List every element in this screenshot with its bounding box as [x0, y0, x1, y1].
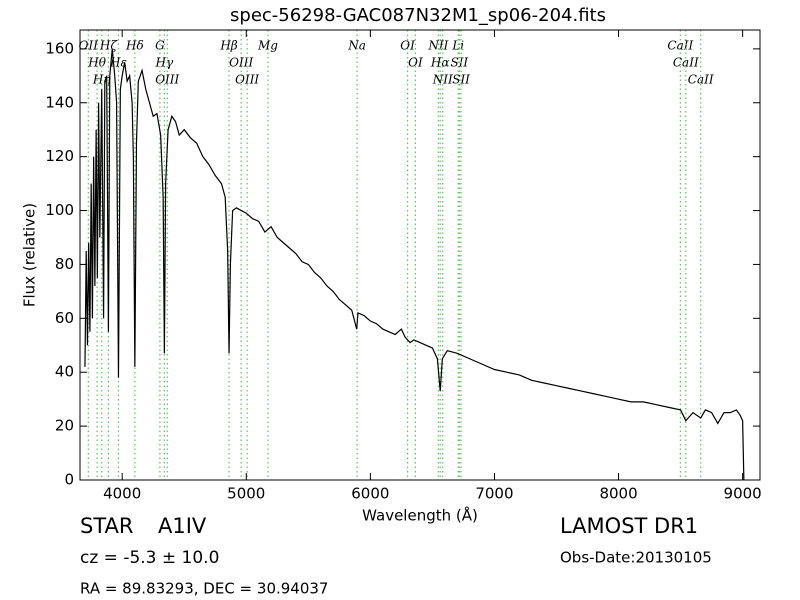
- object-subclass: A1IV: [158, 514, 207, 538]
- x-tick-label: 6000: [351, 485, 389, 503]
- y-tick-label: 80: [55, 255, 74, 273]
- spectral-line-label: OI: [400, 39, 415, 53]
- spectral-line-label: OIII: [155, 73, 179, 87]
- plot-frame: [79, 29, 761, 481]
- spectral-line-label: CaII: [667, 39, 693, 53]
- x-tick-label: 7000: [475, 485, 513, 503]
- spectral-line-label: Hδ: [125, 39, 144, 53]
- y-tick-label: 100: [45, 201, 74, 219]
- x-tick-label: 8000: [599, 485, 637, 503]
- y-tick-label: 160: [45, 39, 74, 57]
- spectral-line-label: OI: [408, 56, 423, 70]
- spectral-line-label: Hζ: [99, 39, 118, 53]
- spectral-line-label: CaII: [673, 56, 699, 70]
- object-class: STAR: [80, 514, 133, 538]
- spectral-line-label: SII: [452, 73, 470, 87]
- y-tick-label: 20: [55, 417, 74, 435]
- spectral-line-label: OII: [79, 39, 99, 53]
- spectral-line-label: G: [155, 39, 165, 53]
- redshift: cz = -5.3 ± 10.0: [80, 548, 219, 568]
- y-tick-label: 120: [45, 147, 74, 165]
- spectral-line-label: OIII: [229, 56, 253, 70]
- spectral-line-label: Li: [451, 39, 464, 53]
- obs-date: Obs-Date:20130105: [560, 549, 712, 567]
- survey: LAMOST DR1: [560, 514, 698, 538]
- y-tick-label: 60: [55, 309, 74, 327]
- y-tick-label: 140: [45, 93, 74, 111]
- y-tick-label: 40: [55, 363, 74, 381]
- spectral-line-label: Hθ: [87, 56, 106, 70]
- x-tick-label: 4000: [103, 485, 141, 503]
- x-axis-label: Wavelength (Å): [362, 506, 478, 525]
- spectral-line-label: Hα: [430, 56, 450, 70]
- spectral-line-label: Na: [347, 39, 366, 53]
- spectral-line-label: SII: [450, 56, 468, 70]
- x-tick-label: 9000: [724, 485, 762, 503]
- y-tick-label: 0: [64, 471, 74, 489]
- spectral-line-label: Hγ: [155, 56, 174, 70]
- chart-title: spec-56298-GAC087N32M1_sp06-204.fits: [230, 5, 606, 26]
- y-axis-label: Flux (relative): [21, 203, 39, 307]
- spectral-line-label: CaII: [688, 73, 714, 87]
- spectral-line-label: NII: [432, 73, 453, 87]
- coordinates: RA = 89.83293, DEC = 30.94037: [80, 580, 328, 598]
- x-tick-label: 5000: [227, 485, 265, 503]
- spectral-line-label: Hβ: [219, 39, 237, 53]
- spectral-line-label: Mg: [257, 39, 278, 53]
- spectral-line-label: NII: [427, 39, 448, 53]
- spectrum-line: [84, 48, 745, 480]
- spectral-line-label: OIII: [235, 73, 259, 87]
